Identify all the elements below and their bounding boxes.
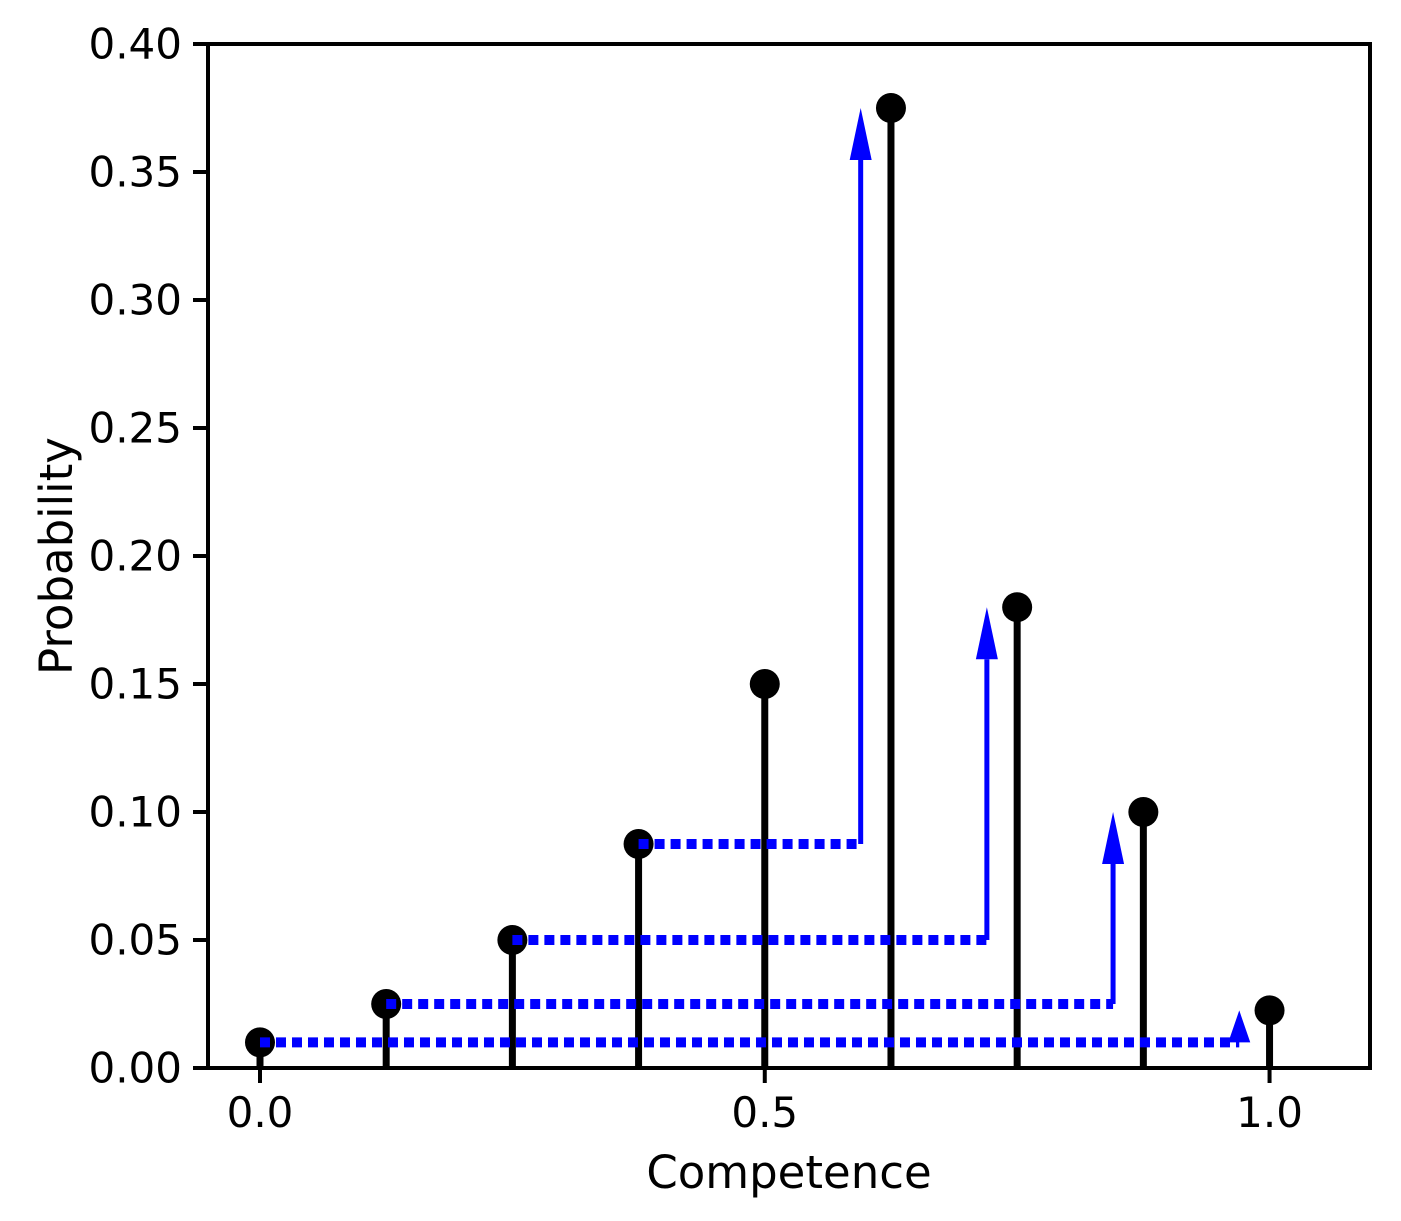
x-tick-label: 1.0 — [1236, 1088, 1303, 1137]
transfer-arrow-head — [1228, 1010, 1251, 1043]
axis-labels-group: Competence Probability — [30, 437, 932, 1199]
plot-border — [206, 42, 1372, 1070]
transfer-arrow-head — [975, 607, 998, 660]
transfer-arrow-head — [849, 108, 872, 160]
y-tick-label: 0.00 — [88, 1044, 182, 1093]
y-tick-label: 0.35 — [88, 148, 182, 197]
x-tick-label: 0.0 — [227, 1088, 294, 1137]
stem-marker — [1254, 995, 1285, 1026]
y-axis-label: Probability — [30, 437, 83, 675]
stem-marker — [1128, 797, 1159, 827]
transfer-arrow-head — [1102, 812, 1125, 864]
y-tick-label: 0.25 — [88, 404, 182, 453]
stem-marker — [749, 669, 780, 699]
y-tick-label: 0.15 — [88, 660, 182, 709]
x-axis-label: Competence — [646, 1146, 931, 1199]
axes-group: 0.00 0.05 0.10 0.15 0.20 0.25 0.30 0.35 0.40 0.0 0… — [88, 20, 1372, 1137]
y-tick-label: 0.40 — [88, 20, 182, 69]
x-tick-label: 0.5 — [731, 1088, 798, 1137]
y-tick-label: 0.20 — [88, 532, 182, 581]
transfer-arrows-group — [259, 108, 1251, 1048]
y-tick-label: 0.05 — [88, 916, 182, 965]
y-tick-label: 0.10 — [88, 788, 182, 837]
stems-group — [244, 93, 1285, 1068]
stem-marker — [1002, 592, 1033, 623]
stem-marker — [875, 93, 906, 123]
y-tick-label: 0.30 — [88, 276, 182, 325]
